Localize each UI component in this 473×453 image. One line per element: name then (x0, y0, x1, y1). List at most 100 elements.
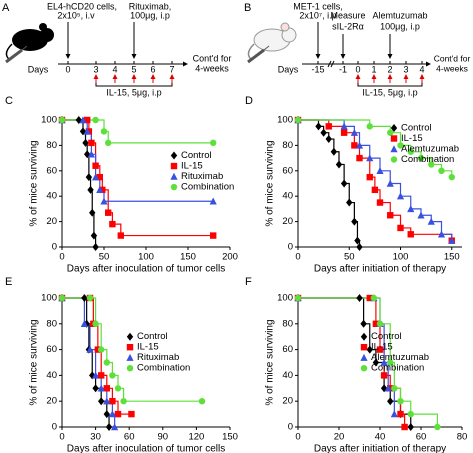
cells-text: EL4-hCD20 cells, (47, 1, 117, 11)
point (366, 154, 374, 162)
point (92, 173, 100, 181)
y-tick-label: 0 (288, 242, 293, 253)
point (109, 220, 116, 228)
measure-text: sIL-2Rα (332, 21, 364, 31)
point (92, 162, 99, 169)
y-tick-label: 80 (46, 140, 57, 151)
legend-marker (126, 344, 134, 351)
legend-label: IL-15 (137, 342, 159, 353)
point (372, 358, 380, 367)
legend-label: Combination (181, 182, 234, 193)
il15-arrows (355, 74, 425, 83)
point (376, 346, 384, 353)
y-tick-label: 60 (282, 165, 293, 176)
x-tick-label: 150 (180, 252, 196, 263)
drug-dose-text: 100μg, i.p (380, 21, 420, 31)
legend-marker (360, 344, 368, 351)
point (397, 142, 404, 149)
x-tick-label: 150 (222, 432, 238, 443)
mouse-icon (5, 23, 54, 64)
point (366, 123, 373, 130)
x-tick-label: 30 (90, 432, 101, 443)
point (84, 116, 91, 124)
step-line (380, 170, 391, 184)
x-tick-label: 100 (138, 252, 154, 263)
point (79, 116, 87, 124)
y-axis-label: % of mice surviving (29, 140, 40, 226)
panel-letter: F (245, 276, 252, 288)
point (325, 135, 332, 144)
continued-text: 4-weeks (195, 63, 229, 73)
point (330, 147, 338, 156)
point (335, 160, 343, 169)
point (114, 385, 122, 392)
point (387, 397, 394, 406)
day: 0 (355, 64, 360, 74)
legend-label: Combination (371, 363, 424, 374)
point (111, 423, 119, 431)
step-line (86, 323, 90, 350)
day: 3 (403, 64, 408, 74)
step-line (400, 400, 412, 415)
y-tick-label: 80 (282, 318, 293, 329)
point (92, 371, 100, 379)
point (376, 167, 384, 174)
y-tick-label: 80 (46, 318, 57, 329)
bracket (95, 83, 173, 87)
step-line (97, 349, 102, 376)
point (346, 198, 353, 207)
point (96, 186, 104, 194)
panel-letter: C (5, 95, 13, 107)
legend-label: Alemtuzumab (371, 352, 429, 363)
point (387, 212, 394, 219)
day: 3 (93, 64, 98, 74)
day: 4 (419, 64, 424, 74)
point (350, 128, 358, 136)
point (98, 346, 105, 353)
timeline-ticks (67, 61, 173, 64)
legend-label: IL-15 (371, 342, 393, 353)
point (86, 345, 94, 353)
point (103, 385, 110, 392)
point (407, 205, 415, 213)
y-tick-label: 40 (282, 370, 293, 381)
y-tick-label: 0 (288, 422, 293, 433)
day: 1 (371, 64, 376, 74)
point (109, 372, 116, 379)
legend-label: Alemtuzumab (401, 144, 459, 155)
point (81, 294, 88, 302)
point (210, 232, 217, 239)
legend-marker (126, 332, 134, 341)
il15-arrows (93, 74, 175, 83)
point (58, 294, 66, 302)
point (88, 139, 95, 147)
drug-text: Alemtuzumab (372, 10, 427, 20)
x-tick-label: 50 (99, 252, 110, 263)
point (103, 397, 111, 405)
point (380, 358, 388, 366)
step-line (369, 297, 377, 324)
point (370, 294, 378, 302)
point (98, 397, 105, 406)
x-tick-label: 60 (124, 432, 135, 443)
point (210, 139, 217, 147)
point (94, 346, 102, 353)
point (366, 173, 373, 181)
point (92, 320, 99, 327)
x-axis-label: Days after initiation of therapy (314, 264, 446, 275)
y-tick-label: 80 (282, 140, 293, 151)
legend-marker (390, 145, 398, 153)
point (434, 423, 441, 431)
point (417, 154, 425, 162)
day: 7 (169, 64, 174, 74)
x-axis-label: Days after initiation of therapy (314, 444, 446, 453)
point (105, 139, 112, 147)
x-tick-label: 100 (393, 252, 409, 263)
point (351, 217, 358, 226)
point (92, 116, 99, 124)
days-label: Days (278, 64, 299, 74)
y-axis-label: % of mice surviving (265, 140, 276, 226)
point (340, 129, 348, 136)
point (120, 398, 127, 405)
